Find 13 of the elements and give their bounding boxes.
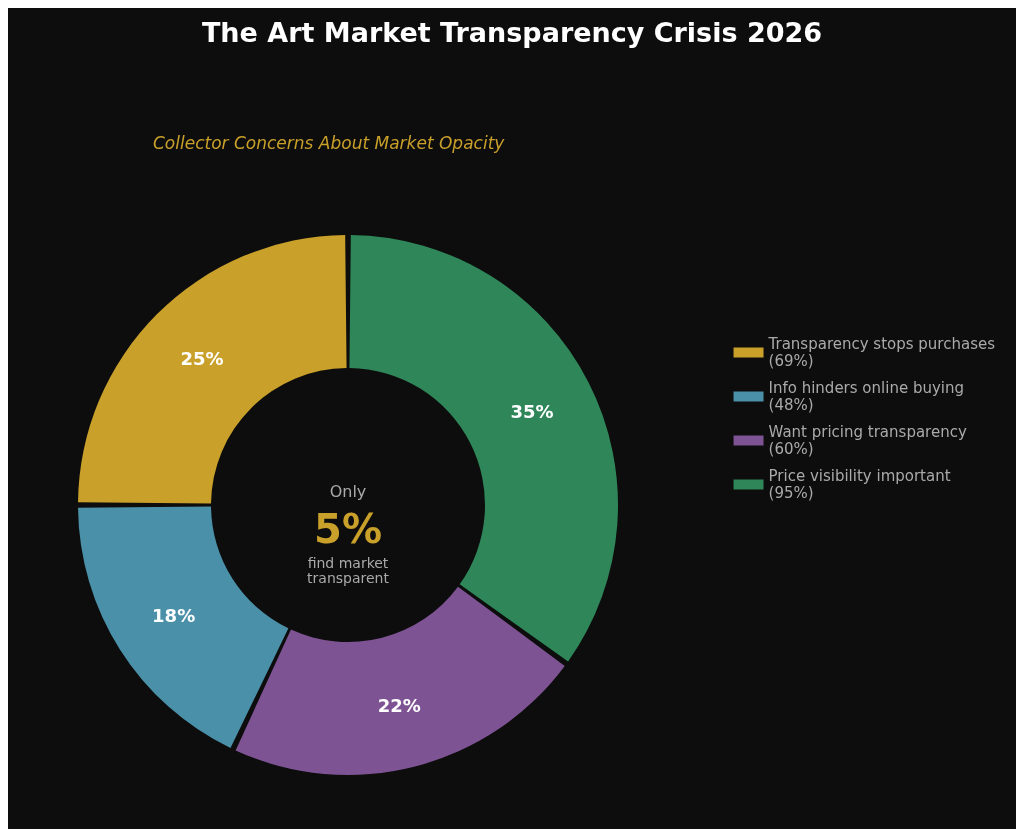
data-label: 18%	[152, 605, 196, 627]
data-label: 22%	[377, 694, 421, 716]
data-label: 35%	[510, 400, 554, 422]
chart-title: The Art Market Transparency Crisis 2026	[201, 17, 823, 48]
legend-label: Want pricing transparency (60%)	[768, 423, 967, 458]
data-label: 25%	[180, 348, 224, 370]
legend-label: Info hinders online buying (48%)	[768, 379, 964, 414]
text: 5%	[314, 506, 382, 552]
text: Only	[329, 481, 367, 501]
chart-subtitle: Collector Concerns About Market Opacity	[153, 132, 506, 153]
legend-label: Price visibility important (95%)	[768, 467, 951, 502]
legend-label: Transparency stops purchases (69%)	[767, 335, 996, 370]
text: find market transparent	[307, 554, 390, 586]
